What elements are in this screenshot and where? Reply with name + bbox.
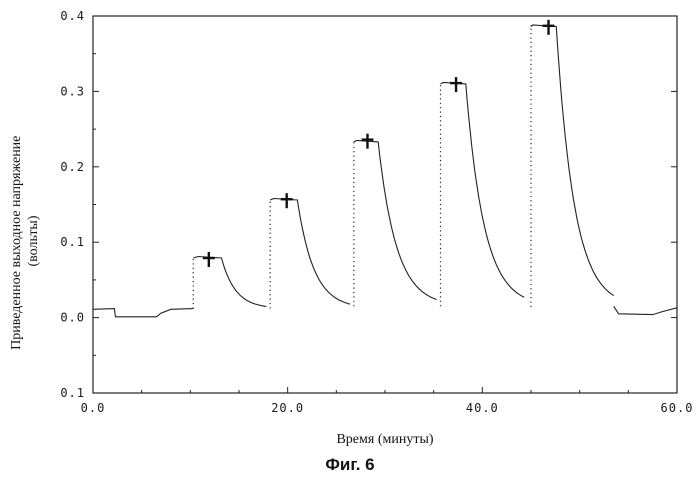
y-tick-label: 0.3	[60, 84, 85, 98]
y-axis-title: Приведенное выходное напряжение (вольты)	[9, 132, 41, 350]
series	[93, 25, 677, 317]
series-peak	[441, 82, 525, 297]
peak-marker	[543, 20, 555, 35]
peak-marker	[281, 193, 293, 208]
x-axis-title: Время (минуты)	[336, 432, 433, 447]
y-axis-title-line-2: (вольты)	[26, 215, 41, 266]
y-axis-title-line-1: Приведенное выходное напряжение	[9, 136, 24, 350]
series-baseline	[93, 309, 193, 317]
x-tick-label: 20.0	[271, 401, 304, 415]
ticks: 0.10.00.10.20.30.40.020.040.060.0	[60, 9, 693, 415]
y-tick-label: 0.4	[60, 9, 85, 23]
y-tick-label: 0.2	[60, 160, 85, 174]
peak-marker	[203, 252, 215, 267]
figure-caption: Фиг. 6	[0, 455, 700, 475]
series-peak	[354, 140, 437, 299]
x-tick-label: 40.0	[466, 401, 499, 415]
series-tail	[614, 306, 677, 314]
series-peak	[531, 25, 614, 296]
y-tick-label: 0.1	[60, 386, 85, 400]
series-peak	[193, 257, 266, 307]
y-tick-label: 0.1	[60, 235, 85, 249]
x-tick-label: 0.0	[81, 401, 106, 415]
plot-frame	[93, 16, 677, 393]
peak-marker	[450, 77, 462, 92]
series-peak	[270, 199, 350, 305]
y-tick-label: 0.0	[60, 311, 85, 325]
x-tick-label: 60.0	[661, 401, 694, 415]
axes	[93, 16, 677, 393]
